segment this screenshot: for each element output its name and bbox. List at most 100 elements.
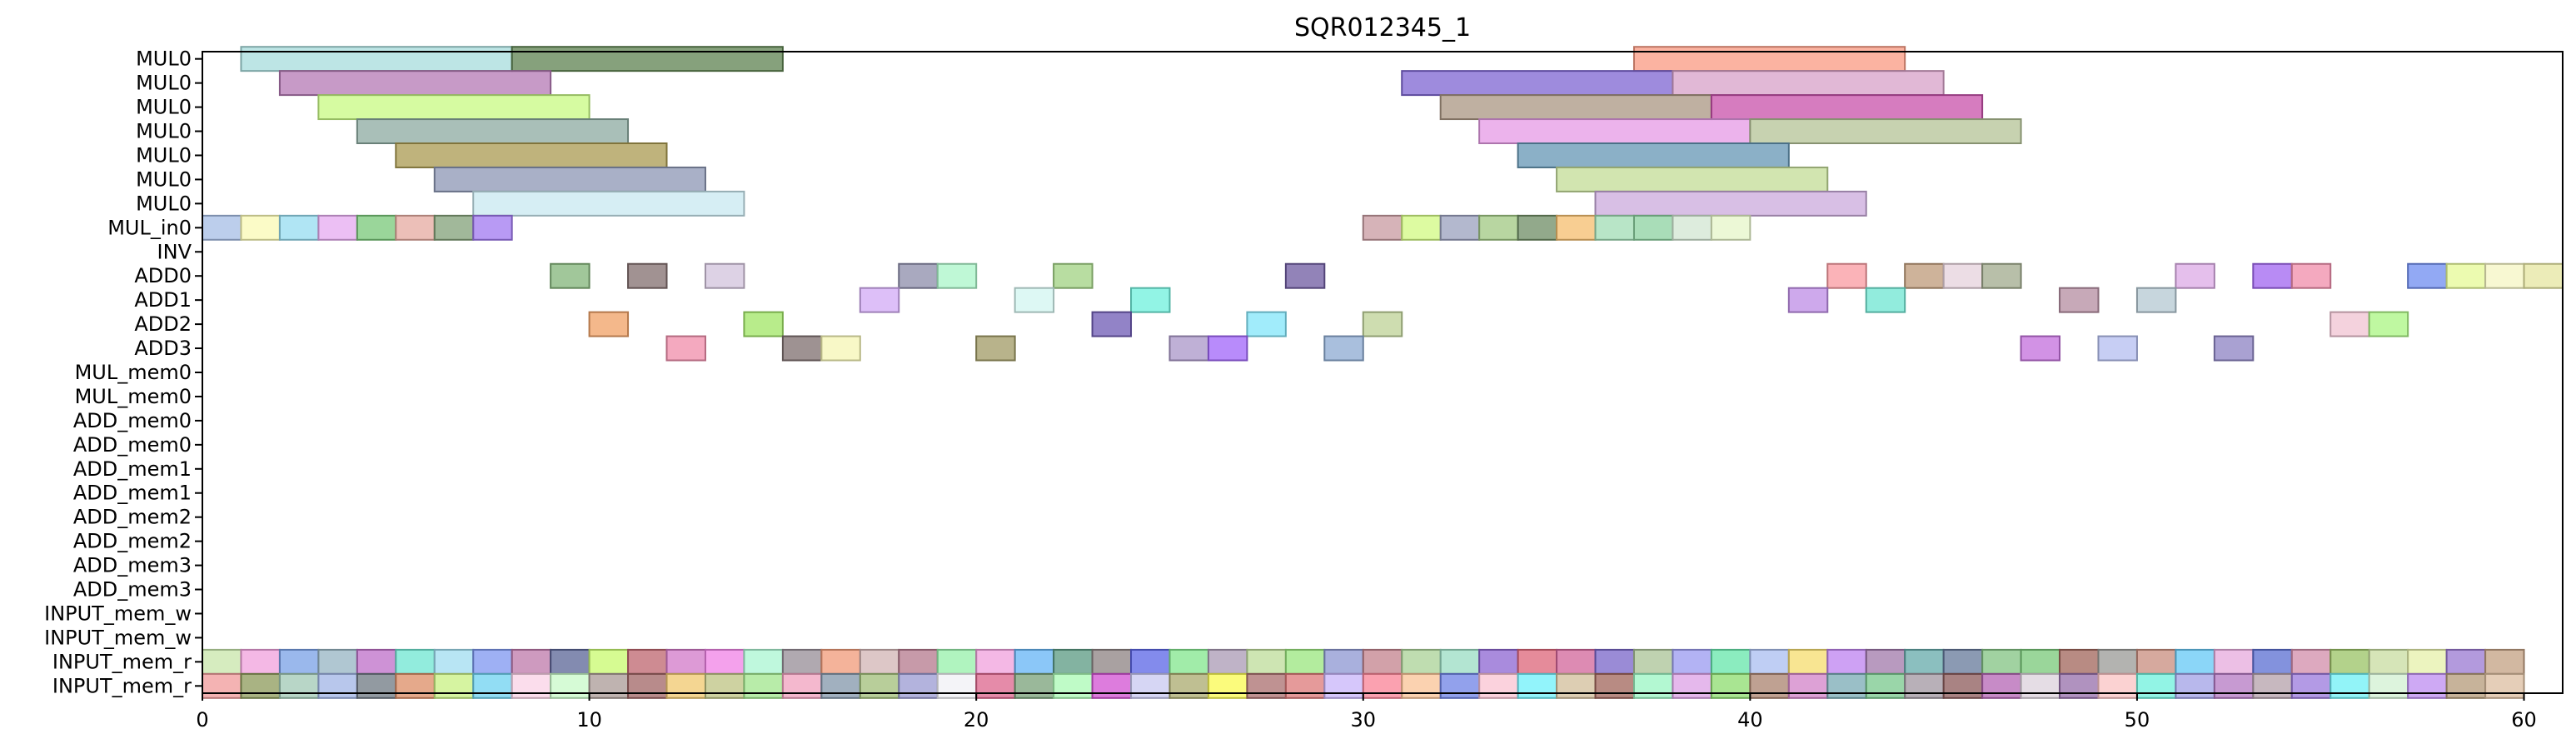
bar-input-mem-r-26-52	[2213, 672, 2255, 699]
bar-add3-68	[665, 335, 706, 362]
y-tick-label: INPUT_mem_w	[44, 626, 192, 649]
bar-add3-69	[781, 335, 823, 362]
bar-input-mem-r-25-11	[627, 648, 668, 675]
bar-mul0-1	[511, 46, 784, 72]
bar-mul0-2	[1632, 46, 1906, 72]
bar-mul-in0-24	[433, 214, 475, 241]
bar-input-mem-r-25-24	[1130, 648, 1171, 675]
bar-input-mem-r-26-13	[704, 672, 745, 699]
bar-add2-63	[1091, 311, 1133, 337]
bar-mul0-14	[433, 166, 706, 192]
bar-input-mem-r-25-51	[2175, 648, 2215, 675]
bar-add0-43	[1826, 262, 1867, 289]
bar-input-mem-r-26-50	[2135, 672, 2177, 699]
y-tick-label: INPUT_mem_r	[52, 674, 192, 697]
bar-input-mem-r-25-15	[781, 648, 823, 675]
bar-input-mem-r-25-1	[240, 648, 281, 675]
bar-mul-in0-33	[1632, 214, 1674, 241]
y-tick-label: MUL0	[136, 47, 192, 71]
bar-add0-36	[550, 262, 590, 289]
bar-input-mem-r-26-57	[2407, 672, 2448, 699]
bar-input-mem-r-25-9	[550, 648, 590, 675]
bar-input-mem-r-26-28	[1284, 672, 1326, 699]
bar-input-mem-r-26-51	[2175, 672, 2215, 699]
bar-add3-76	[2097, 335, 2138, 362]
bar-add0-44	[1904, 262, 1945, 289]
bar-add3-75	[2020, 335, 2061, 362]
y-tick-label: INV	[157, 240, 192, 263]
bar-input-mem-r-25-40	[1749, 648, 1790, 675]
bar-add1-56	[1130, 287, 1171, 313]
bar-input-mem-r-25-37	[1632, 648, 1674, 675]
bar-input-mem-r-26-42	[1826, 672, 1867, 699]
bar-mul-in0-20	[278, 214, 320, 241]
bar-add0-38	[704, 262, 745, 289]
bar-mul-in0-34	[1672, 214, 1712, 241]
bar-input-mem-r-25-45	[1942, 648, 1984, 675]
bar-mul-in0-19	[240, 214, 281, 241]
y-tick-label: MUL0	[136, 96, 192, 119]
x-tick-label: 50	[2125, 708, 2150, 732]
bar-input-mem-r-26-38	[1672, 672, 1712, 699]
bar-mul-in0-31	[1556, 214, 1597, 241]
bar-input-mem-r-26-34	[1517, 672, 1558, 699]
bar-add2-62	[743, 311, 784, 337]
chart-title: SQR012345_1	[1294, 13, 1471, 42]
bar-input-mem-r-25-44	[1904, 648, 1945, 675]
bar-input-mem-r-26-5	[395, 672, 436, 699]
bar-add0-48	[2252, 262, 2293, 289]
y-tick-label: INPUT_mem_w	[44, 602, 192, 625]
bar-input-mem-r-26-21	[1014, 672, 1055, 699]
bar-input-mem-r-26-7	[472, 672, 513, 699]
bar-input-mem-r-26-17	[859, 672, 900, 699]
bar-mul-in0-26	[1362, 214, 1403, 241]
bar-input-mem-r-25-10	[588, 648, 630, 675]
bar-input-mem-r-25-21	[1014, 648, 1055, 675]
y-tick-label: ADD1	[134, 288, 192, 312]
bar-input-mem-r-26-4	[356, 672, 397, 699]
y-tick-label: ADD0	[134, 264, 192, 287]
bars-layer	[202, 46, 2564, 699]
bar-input-mem-r-25-52	[2213, 648, 2255, 675]
bar-input-mem-r-25-41	[1787, 648, 1829, 675]
bar-input-mem-r-25-56	[2368, 648, 2409, 675]
bar-input-mem-r-25-30	[1362, 648, 1403, 675]
bar-add3-73	[1207, 335, 1248, 362]
bar-input-mem-r-25-33	[1478, 648, 1519, 675]
y-tick-label: ADD_mem1	[73, 457, 192, 481]
bar-mul0-11	[1749, 118, 2022, 144]
bar-input-mem-r-26-45	[1942, 672, 1984, 699]
bar-mul0-8	[1710, 94, 1984, 121]
bar-add1-57	[1787, 287, 1829, 313]
bar-mul0-10	[1478, 118, 1751, 144]
bar-mul-in0-35	[1710, 214, 1751, 241]
bar-mul0-4	[1401, 70, 1674, 97]
bar-input-mem-r-26-55	[2329, 672, 2370, 699]
bar-mul0-7	[1439, 94, 1712, 121]
bar-add3-74	[1323, 335, 1364, 362]
y-axis: MUL0MUL0MUL0MUL0MUL0MUL0MUL0MUL_in0INVAD…	[44, 47, 202, 697]
bar-input-mem-r-26-30	[1362, 672, 1403, 699]
y-tick-label: MUL0	[136, 167, 192, 191]
bar-input-mem-r-25-14	[743, 648, 784, 675]
y-tick-label: ADD_mem3	[73, 554, 192, 577]
bar-input-mem-r-25-47	[2020, 648, 2061, 675]
bar-input-mem-r-26-9	[550, 672, 590, 699]
bar-add0-37	[627, 262, 668, 289]
y-tick-label: ADD_mem2	[73, 506, 192, 529]
bar-input-mem-r-25-58	[2445, 648, 2487, 675]
bar-input-mem-r-25-36	[1594, 648, 1635, 675]
bar-input-mem-r-25-13	[704, 648, 745, 675]
bar-add1-58	[1865, 287, 1906, 313]
bar-input-mem-r-25-3	[317, 648, 358, 675]
bar-add3-70	[820, 335, 861, 362]
x-tick-label: 60	[2511, 708, 2537, 732]
bar-input-mem-r-26-14	[743, 672, 784, 699]
bar-input-mem-r-26-31	[1401, 672, 1442, 699]
y-tick-label: ADD_mem2	[73, 530, 192, 553]
bar-mul0-9	[356, 118, 630, 144]
y-tick-label: ADD_mem0	[73, 409, 192, 432]
bar-mul-in0-30	[1517, 214, 1558, 241]
bar-add0-49	[2290, 262, 2332, 289]
x-tick-label: 20	[964, 708, 989, 732]
